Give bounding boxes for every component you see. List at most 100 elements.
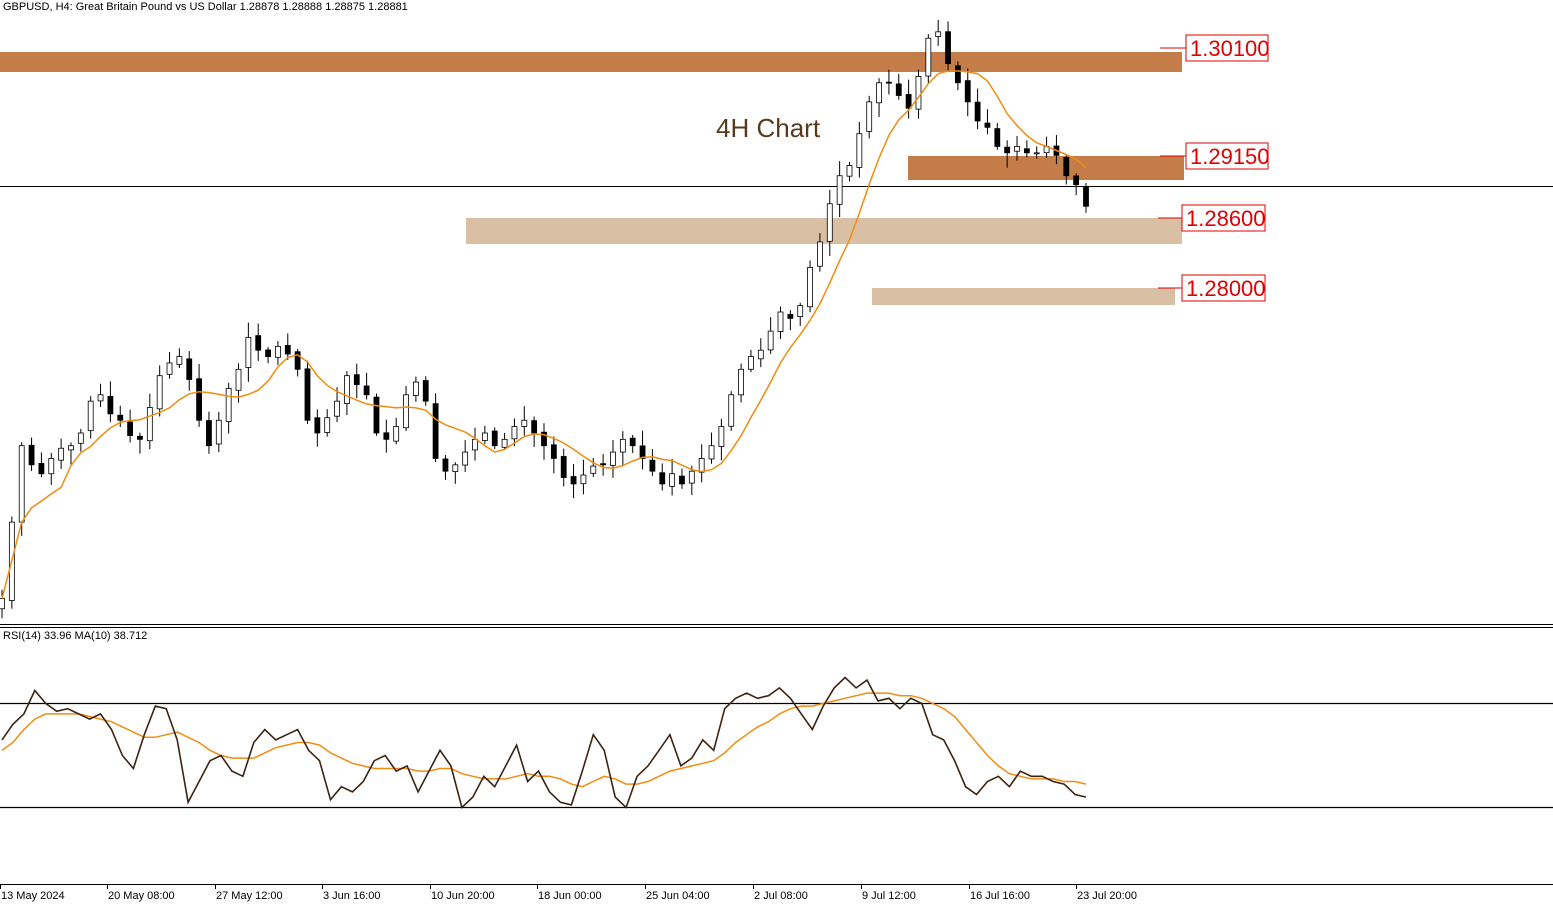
candle-body [738, 368, 744, 396]
candle-body [1083, 186, 1089, 207]
candle-body [314, 417, 321, 434]
candle-body [550, 444, 557, 459]
candle-body [688, 470, 695, 484]
rsi-header: RSI(14) 33.96 MA(10) 38.712 [3, 630, 147, 642]
candle-body [757, 349, 764, 360]
candle-body [176, 356, 183, 365]
candle-body [383, 432, 390, 440]
candle-body [146, 407, 153, 442]
candle-body [659, 472, 666, 485]
candle-body [403, 394, 409, 429]
candle-body [137, 435, 143, 440]
level-box-4 [1181, 274, 1266, 302]
level-label-1-29150: 1.29150 [1190, 144, 1270, 169]
x-tick-label: 27 May 12:00 [216, 890, 283, 902]
candle-body [373, 396, 380, 434]
candle-body [127, 421, 134, 436]
candle-body [58, 447, 65, 461]
x-tick-label: 16 Jul 16:00 [970, 890, 1030, 902]
x-tick-label: 25 Jun 04:00 [646, 890, 710, 902]
zone-1-30100[interactable] [0, 52, 1182, 72]
candle-body [1073, 175, 1080, 186]
chart-title: 4H Chart [716, 113, 821, 143]
zone-1-29150[interactable] [908, 156, 1184, 180]
candle-body [186, 358, 193, 380]
level-box-1 [1185, 34, 1269, 62]
candle-body [718, 426, 725, 447]
x-tick-label: 9 Jul 12:00 [862, 890, 916, 902]
candle-body [511, 426, 518, 440]
candle-body [265, 349, 271, 357]
candle-body [619, 438, 626, 453]
candle-body [679, 475, 685, 485]
candle-body [846, 165, 853, 177]
moving-average-line [1, 70, 1087, 599]
zone-1-28000[interactable] [872, 288, 1175, 305]
candle-body [304, 368, 311, 421]
candle-body [886, 81, 892, 84]
candle-body [245, 337, 252, 368]
candle-body [284, 345, 291, 355]
candle-body [797, 305, 804, 317]
candlesticks [0, 19, 1089, 619]
candle-body [856, 133, 863, 168]
candle-body [1063, 157, 1070, 177]
x-tick-label: 20 May 08:00 [108, 890, 175, 902]
candle-body [984, 122, 991, 128]
candle-body [915, 76, 922, 110]
level-box-2 [1185, 142, 1269, 170]
candle-body [68, 445, 74, 451]
candle-body [590, 465, 597, 474]
candle-body [48, 458, 55, 475]
candle-body [18, 445, 25, 523]
candle-body [472, 438, 478, 451]
candle-body [1014, 146, 1020, 152]
level-label-1-28000: 1.28000 [1186, 276, 1266, 301]
candle-body [895, 83, 902, 96]
candle-body [491, 430, 498, 447]
candle-body [669, 473, 676, 487]
candle-body [1033, 152, 1040, 155]
candle-body [422, 380, 429, 402]
candle-body [452, 464, 459, 473]
candle-body [353, 374, 360, 385]
candle-body [570, 476, 577, 485]
candle-body [225, 388, 232, 422]
candle-body [412, 381, 419, 396]
candle-body [432, 403, 439, 459]
x-tick-label: 18 Jun 00:00 [538, 890, 602, 902]
candle-body [649, 459, 656, 472]
level-labels: 1.30100 1.29150 1.28600 1.28000 [1158, 34, 1270, 302]
level-box-3 [1181, 204, 1266, 232]
candle-body [363, 385, 370, 396]
candle-body [255, 335, 262, 351]
candle-body [728, 394, 735, 427]
candle-body [945, 31, 951, 65]
candle-body [294, 351, 301, 370]
candle-body [580, 474, 587, 485]
candle-body [442, 458, 449, 472]
candle-body [462, 451, 469, 466]
candle-body [629, 437, 636, 447]
candle-body [206, 420, 212, 447]
x-tick-label: 2 Jul 08:00 [754, 890, 808, 902]
candle-body [767, 330, 774, 351]
candle-body [275, 345, 281, 358]
candle-body [964, 80, 971, 103]
candle-body [38, 462, 45, 475]
candle-body [807, 267, 813, 308]
candle-body [935, 31, 942, 37]
zone-1-28600[interactable] [466, 218, 1182, 244]
candle-body [787, 313, 794, 319]
candle-body [324, 417, 331, 433]
symbol-header: GBPUSD, H4: Great Britain Pound vs US Do… [3, 1, 408, 13]
candle-body [974, 101, 981, 122]
candle-body [87, 400, 94, 432]
candle-body [28, 444, 35, 466]
x-tick-label: 10 Jun 20:00 [431, 890, 495, 902]
candle-body [481, 432, 488, 441]
candle-body [334, 400, 340, 417]
level-label-1-30100: 1.30100 [1190, 36, 1270, 61]
candle-body [600, 463, 607, 466]
